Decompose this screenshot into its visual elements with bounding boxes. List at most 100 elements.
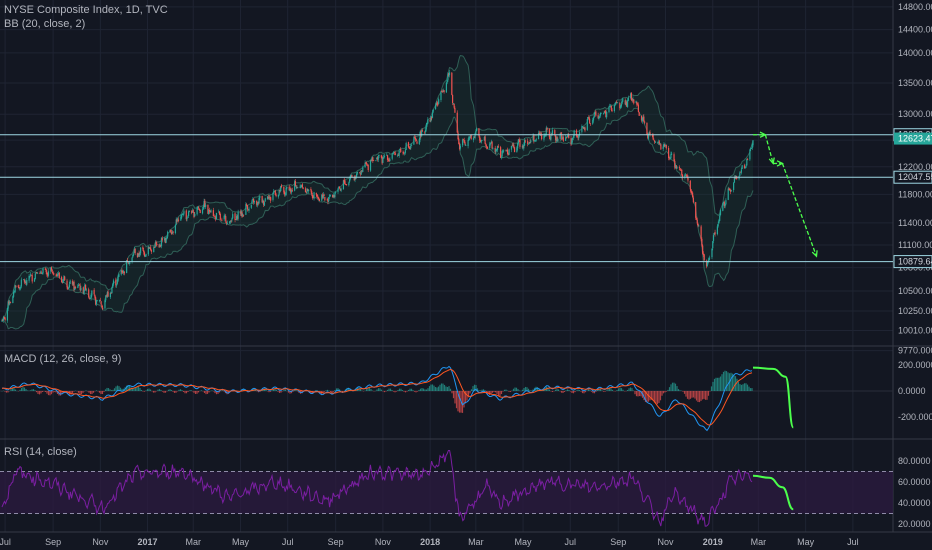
macd-histogram-bar (157, 389, 159, 391)
candle-body (513, 147, 516, 153)
candle-body (128, 263, 130, 264)
candle-body (723, 202, 725, 207)
macd-histogram-bar (347, 387, 350, 391)
macd-histogram-bar (211, 390, 213, 391)
candle-body (571, 140, 573, 145)
time-tick-label: Nov (375, 537, 392, 547)
candle-body (305, 191, 307, 194)
macd-histogram-bar (37, 391, 39, 394)
macd-histogram-bar (595, 391, 597, 392)
candle-body (95, 297, 97, 305)
forecast-arrow (764, 134, 774, 164)
candle-body (24, 281, 26, 283)
macd-histogram-bar (725, 371, 728, 391)
macd-histogram-bar (451, 391, 453, 394)
macd-histogram-bar (439, 384, 441, 391)
candle-body (540, 133, 542, 135)
candle-body (153, 247, 156, 248)
macd-histogram-bar (163, 391, 165, 393)
candle-body (680, 170, 682, 171)
candle-body (61, 282, 63, 284)
candle-body (593, 114, 595, 118)
candle-body (52, 271, 54, 274)
candle-body (150, 249, 153, 252)
macd-histogram-bar (268, 391, 270, 393)
macd-histogram-bar (488, 391, 491, 395)
candle-body (573, 130, 575, 137)
candle-body (361, 170, 363, 172)
candle-body (58, 272, 60, 278)
candle-body (6, 307, 9, 321)
price-axis[interactable]: 14800.000 14400.000 14000.000 13500.000 1300… (893, 2, 932, 529)
candle-body (338, 186, 340, 189)
candle-body (486, 146, 489, 149)
candle-body (122, 270, 125, 273)
macd-histogram-bar (692, 391, 695, 398)
candle-body (248, 208, 250, 211)
candle-body (176, 219, 178, 222)
candle-body (186, 217, 188, 220)
candle-body (378, 155, 380, 156)
macd-histogram-bar (5, 391, 8, 393)
level-label-box[interactable] (893, 170, 932, 184)
candle-body (728, 188, 730, 190)
macd-histogram-bar (400, 388, 402, 391)
candle-body (572, 137, 574, 141)
candle-body (89, 298, 91, 299)
level-label-box[interactable] (894, 132, 932, 145)
macd-histogram-bar (617, 388, 620, 391)
macd-histogram-bar (161, 391, 164, 392)
macd-histogram-bar (418, 389, 420, 391)
macd-histogram-bar (583, 391, 585, 394)
candle-body (382, 158, 384, 163)
time-tick-label: Nov (92, 537, 109, 547)
candle-body (50, 267, 52, 272)
candle-body (685, 175, 688, 177)
macd-histogram-bar (173, 391, 176, 393)
candle-body (199, 209, 201, 214)
candle-body (403, 152, 405, 154)
macd-histogram-bar (721, 374, 723, 391)
macd-histogram-bar (650, 391, 653, 400)
candle-body (236, 216, 238, 219)
candle-body (654, 141, 657, 143)
candle-body (235, 219, 237, 221)
candle-body (107, 291, 109, 297)
macd-histogram-bar (479, 390, 482, 391)
candle-body (528, 142, 530, 144)
candle-body (664, 144, 667, 146)
candle-body (9, 302, 11, 305)
macd-histogram-bar (575, 390, 578, 391)
candle-body (317, 197, 319, 198)
macd-histogram-bar (121, 388, 123, 391)
candle-body (106, 292, 108, 297)
candle-body (170, 232, 173, 234)
candle-body (602, 113, 605, 114)
candle-body (345, 184, 348, 186)
candle-body (1, 319, 3, 322)
candle-body (408, 146, 410, 149)
candle-body (204, 200, 206, 208)
macd-histogram-bar (548, 389, 551, 391)
candle-body (597, 115, 599, 119)
candle-body (318, 199, 321, 201)
candle-body (149, 247, 151, 249)
candle-body (372, 157, 374, 162)
candle-body (670, 154, 672, 159)
horizontal-levels[interactable] (0, 134, 893, 263)
candle-body (2, 317, 5, 321)
candle-body (118, 274, 120, 277)
macd-histogram-bar (449, 388, 452, 391)
time-axis[interactable]: Jul Sep Nov 2017 Mar May Jul Sep Nov 2018 Mar May Ju… (0, 537, 859, 547)
candle-body (207, 204, 209, 214)
candle-body (300, 186, 302, 188)
candle-body (63, 276, 65, 280)
macd-histogram-bar (731, 373, 734, 391)
candle-body (636, 101, 638, 105)
candle-body (500, 156, 502, 158)
candle-body (231, 218, 233, 221)
level-label-box[interactable] (893, 255, 932, 269)
candle-body (413, 136, 415, 145)
candle-body (318, 197, 320, 200)
